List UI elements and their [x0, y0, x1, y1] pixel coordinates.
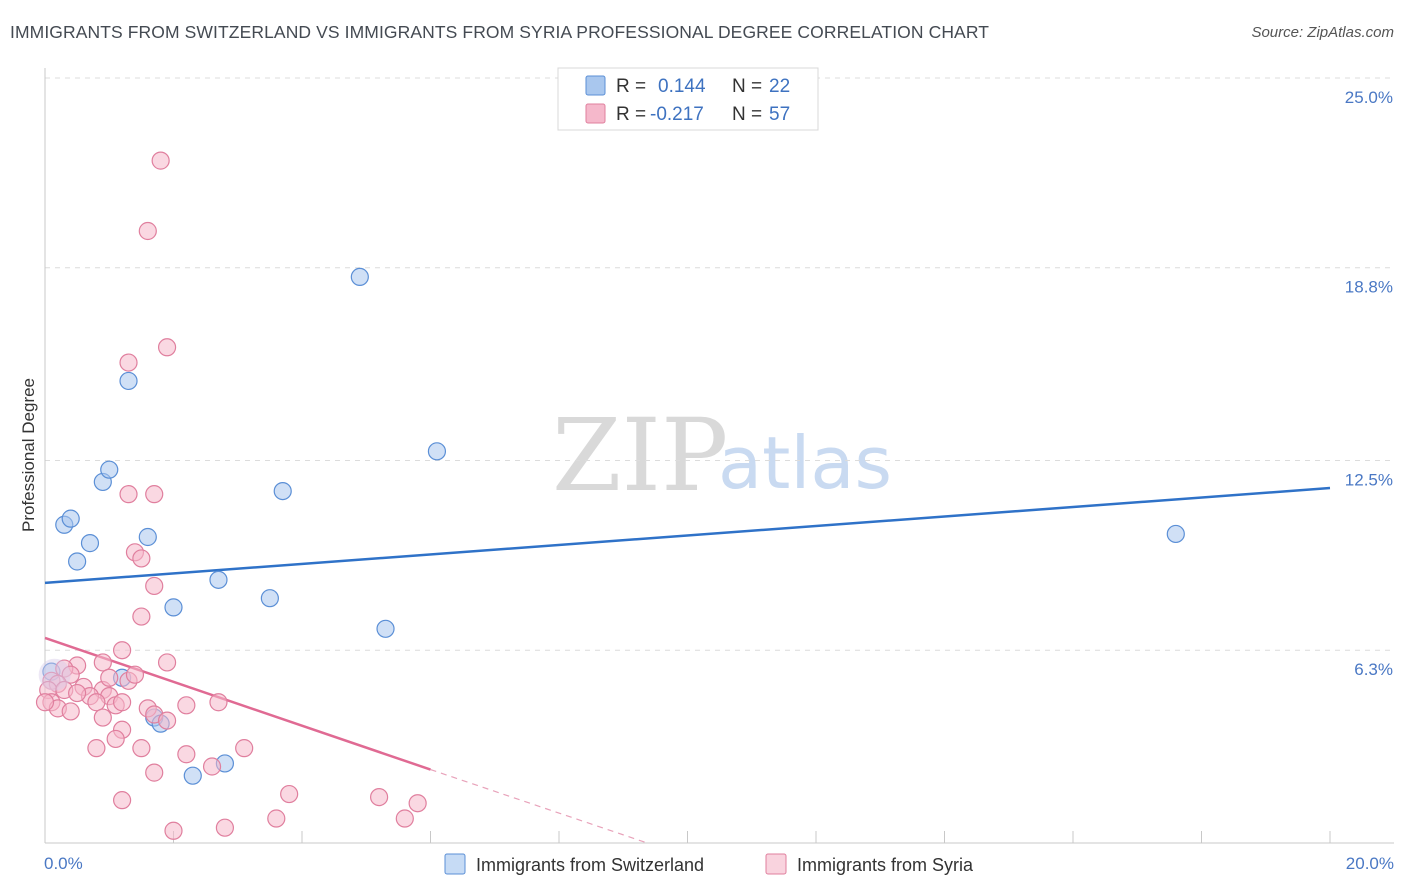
trend-line-switzerland — [44, 486, 1331, 585]
data-point — [100, 460, 119, 479]
data-point — [427, 442, 447, 461]
data-point — [408, 794, 427, 813]
data-point — [395, 809, 414, 828]
chart-title: IMMIGRANTS FROM SWITZERLAND VS IMMIGRANT… — [10, 22, 990, 42]
legend-top: R = 0.144 N = 22 R = -0.217 N = 57 — [557, 67, 819, 131]
data-point — [112, 693, 132, 712]
data-point — [370, 787, 389, 807]
data-point — [61, 509, 80, 528]
data-point — [157, 338, 177, 357]
data-point — [132, 739, 151, 758]
data-point — [145, 576, 164, 596]
data-point — [61, 665, 80, 684]
data-point — [35, 693, 55, 712]
x-tick-label-min: 0.0% — [44, 854, 83, 873]
legend-r-label-switzerland: R = — [616, 76, 646, 97]
data-point — [68, 683, 87, 703]
data-point — [151, 151, 170, 170]
data-point — [100, 668, 119, 687]
data-point — [93, 653, 112, 672]
data-point — [157, 711, 177, 730]
data-point — [164, 821, 183, 840]
y-tick-label: 12.5% — [1345, 471, 1393, 490]
data-point — [106, 729, 125, 749]
data-point — [209, 693, 228, 712]
watermark-zip: ZIP — [552, 397, 728, 514]
data-point — [235, 739, 254, 758]
legend-r-value-switzerland: 0.144 — [658, 76, 706, 97]
gridlines: 6.3% 12.5% 18.8% 25.0% — [45, 77, 1394, 679]
axes — [44, 68, 1394, 844]
data-point — [260, 589, 279, 608]
legend-swatch-syria — [585, 103, 606, 124]
legend-r-label-syria: R = — [616, 104, 646, 125]
data-point — [215, 818, 234, 837]
data-point — [273, 482, 292, 501]
legend-n-label-syria: N = — [732, 104, 762, 125]
data-point — [87, 739, 106, 758]
y-tick-label: 6.3% — [1354, 660, 1393, 679]
data-point — [68, 552, 87, 571]
data-point — [125, 665, 145, 684]
data-point — [112, 791, 132, 810]
legend-bottom-swatch-switzerland — [444, 853, 466, 875]
data-point — [209, 570, 228, 589]
legend-r-value-syria: -0.217 — [650, 104, 704, 125]
data-point — [1166, 524, 1185, 544]
data-point — [202, 757, 222, 776]
y-tick-label: 18.8% — [1345, 278, 1393, 297]
data-point — [93, 708, 112, 727]
data-point — [119, 353, 138, 372]
legend-bottom-swatch-syria — [765, 853, 787, 875]
data-point — [87, 693, 106, 712]
data-point — [61, 702, 80, 721]
data-point — [145, 485, 164, 504]
data-point — [80, 534, 100, 553]
data-point-cluster — [38, 658, 71, 691]
data-point — [183, 766, 202, 785]
legend-bottom: Immigrants from Switzerland Immigrants f… — [444, 853, 974, 875]
data-point — [177, 745, 196, 764]
legend-swatch-switzerland — [585, 75, 606, 96]
data-point — [112, 641, 132, 660]
data-points — [35, 151, 1185, 840]
data-point — [132, 607, 151, 626]
data-point — [350, 267, 369, 286]
data-point — [145, 763, 164, 782]
y-axis-label: Professional Degree — [19, 378, 38, 532]
data-point — [376, 619, 395, 638]
data-point — [267, 809, 286, 828]
legend-bottom-label-switzerland: Immigrants from Switzerland — [476, 855, 704, 875]
data-point — [138, 527, 157, 547]
data-point — [119, 485, 138, 504]
legend-n-value-switzerland: 22 — [769, 76, 790, 97]
trend-lines — [44, 486, 1331, 844]
data-point — [157, 653, 177, 672]
data-point — [177, 696, 196, 715]
trend-line-syria-extension — [430, 768, 648, 844]
legend-bottom-label-syria: Immigrants from Syria — [797, 855, 974, 875]
data-point — [119, 371, 138, 391]
y-tick-label: 25.0% — [1345, 88, 1393, 107]
data-point — [132, 549, 151, 568]
data-point — [164, 598, 183, 617]
data-point — [280, 784, 299, 804]
legend-n-value-syria: 57 — [769, 104, 790, 125]
x-tick-label-max: 20.0% — [1346, 854, 1394, 873]
watermark-atlas: atlas — [718, 421, 892, 505]
source-label: Source: ZipAtlas.com — [1251, 24, 1394, 41]
legend-n-label-switzerland: N = — [732, 76, 762, 97]
data-point — [138, 221, 157, 241]
